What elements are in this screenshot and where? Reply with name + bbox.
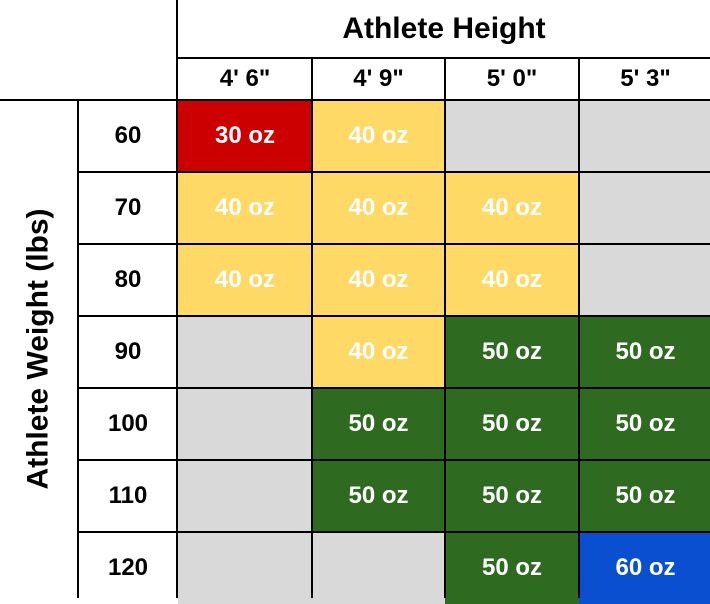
- empty-cell: [178, 388, 312, 460]
- y-axis-label-wrap: Athlete Weight (lbs): [0, 100, 78, 598]
- size-cell: 50 oz: [579, 388, 710, 460]
- grid-line: [78, 459, 710, 461]
- size-cell: 50 oz: [312, 460, 445, 532]
- size-cell: 50 oz: [312, 388, 445, 460]
- grid-line: [78, 171, 710, 173]
- y-axis-label: Athlete Weight (lbs): [22, 208, 56, 490]
- size-cell: 40 oz: [178, 244, 312, 316]
- weight-label: 80: [78, 244, 178, 316]
- size-cell: 40 oz: [178, 172, 312, 244]
- size-cell: 50 oz: [579, 316, 710, 388]
- grid-line: [444, 58, 446, 598]
- grid-line: [77, 100, 79, 598]
- height-header: 5' 0": [486, 65, 538, 92]
- size-cell: 40 oz: [445, 172, 579, 244]
- grid-line: [177, 57, 710, 59]
- grid-line: [78, 387, 710, 389]
- weight-label: 110: [78, 460, 178, 532]
- size-cell: 50 oz: [445, 532, 579, 604]
- height-header: 4' 9": [353, 65, 404, 92]
- weight-label: 90: [78, 316, 178, 388]
- weight-label: 60: [78, 100, 178, 172]
- size-cell: 50 oz: [445, 316, 579, 388]
- table-title: Athlete Height: [342, 12, 546, 45]
- empty-cell: [579, 100, 710, 172]
- size-cell: 50 oz: [445, 460, 579, 532]
- grid-line: [78, 243, 710, 245]
- empty-cell: [312, 532, 445, 604]
- size-cell: 60 oz: [579, 532, 710, 604]
- size-cell: 50 oz: [579, 460, 710, 532]
- size-cell: 50 oz: [445, 388, 579, 460]
- grid-line: [578, 58, 580, 598]
- empty-cell: [445, 100, 579, 172]
- grid-line: [0, 99, 710, 101]
- grid-line: [78, 531, 710, 533]
- height-header: 4' 6": [219, 65, 271, 92]
- empty-cell: [178, 532, 312, 604]
- empty-cell: [178, 316, 312, 388]
- height-header: 5' 3": [620, 65, 671, 92]
- size-cell: 40 oz: [312, 100, 445, 172]
- empty-cell: [178, 460, 312, 532]
- size-cell: 30 oz: [178, 100, 312, 172]
- empty-cell: [579, 172, 710, 244]
- grid-line: [78, 315, 710, 317]
- grid-line: [176, 0, 178, 598]
- weight-label: 70: [78, 172, 178, 244]
- grid-line: [311, 58, 313, 598]
- empty-cell: [579, 244, 710, 316]
- weight-label: 100: [78, 388, 178, 460]
- size-cell: 40 oz: [312, 316, 445, 388]
- size-cell: 40 oz: [312, 244, 445, 316]
- weight-label: 120: [78, 532, 178, 604]
- size-cell: 40 oz: [312, 172, 445, 244]
- size-cell: 40 oz: [445, 244, 579, 316]
